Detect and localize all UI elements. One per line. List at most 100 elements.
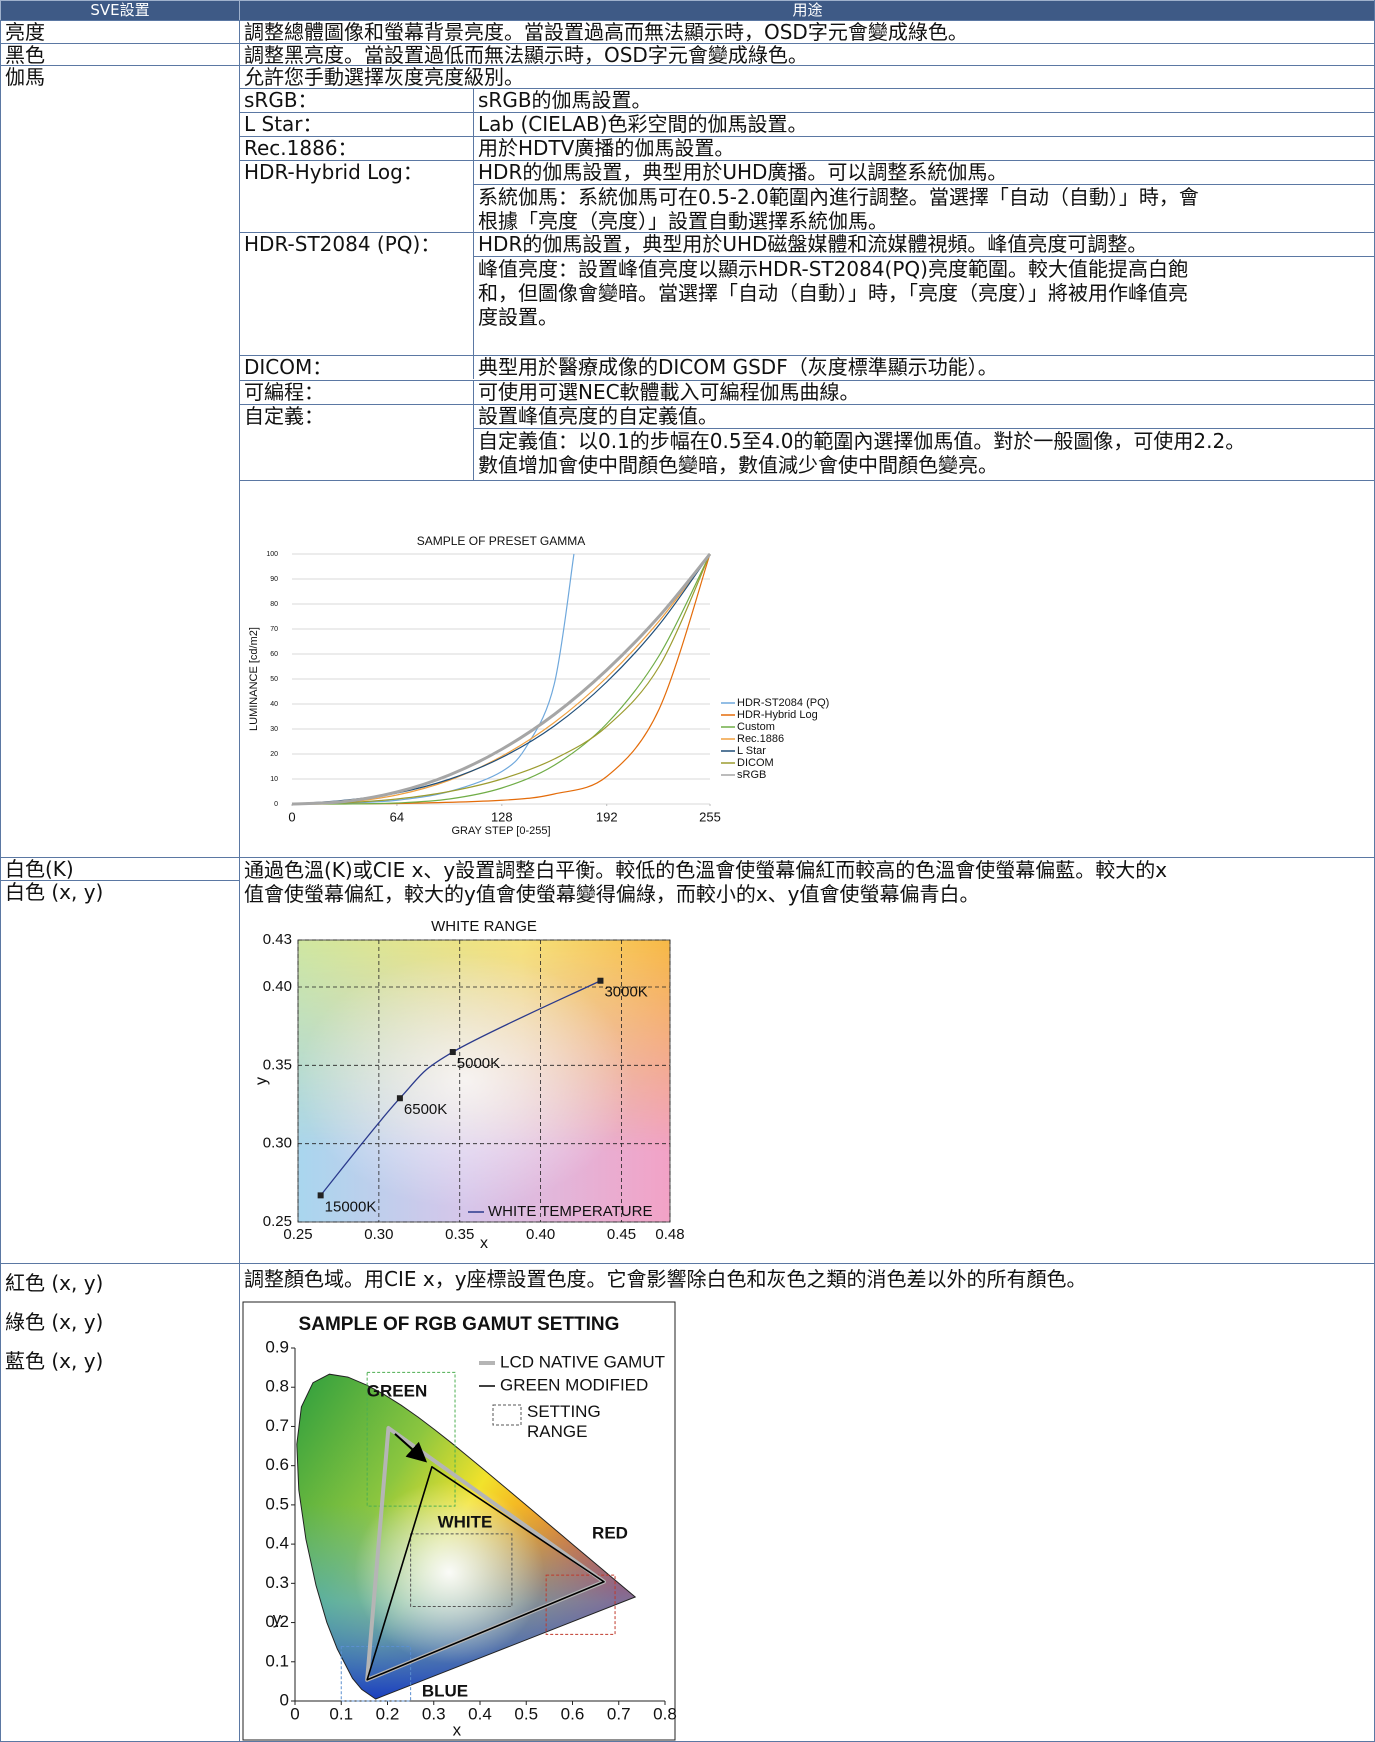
legend-label: HDR-Hybrid Log xyxy=(737,709,818,721)
legend-label: WHITE TEMPERATURE xyxy=(488,1203,652,1220)
chart-cell xyxy=(239,480,1374,857)
spectral-locus xyxy=(296,1373,637,1700)
chart-title: SAMPLE OF RGB GAMUT SETTING xyxy=(299,1314,620,1335)
series-line xyxy=(320,980,601,1196)
item-text: HDR的伽馬設置，典型用於UHD磁盤媒體和流媒體視頻。峰值亮度可調整。 xyxy=(473,232,1374,256)
note-line: 自定義值：以0.1的步幅在0.5至4.0的範圍內選擇伽馬值。對於一般圖像，可使用… xyxy=(478,429,1246,453)
region-label: RED xyxy=(592,1523,628,1542)
y-tick-label: 10 xyxy=(270,776,278,783)
y-tick-label: 70 xyxy=(270,626,278,633)
y-tick-label: 0.9 xyxy=(265,1337,289,1356)
x-tick-label: 0.25 xyxy=(283,1226,312,1243)
y-tick-label: 100 xyxy=(266,551,278,558)
x-tick-label: 64 xyxy=(390,809,404,824)
item-label: HDR-Hybrid Log： xyxy=(239,160,473,232)
point xyxy=(396,1095,403,1102)
legend-label-box: SETTING RANGE xyxy=(527,1402,601,1441)
row-name: 綠色 (x, y) xyxy=(5,1310,104,1334)
x-tick-label: 0.3 xyxy=(422,1704,446,1723)
y-tick-label: 40 xyxy=(270,701,278,708)
legend-label: L Star xyxy=(737,745,766,757)
y-tick-label: 0.43 xyxy=(263,931,292,948)
y-tick-label: 80 xyxy=(270,601,278,608)
x-tick-label: 128 xyxy=(491,809,513,824)
y-tick-label: 0.5 xyxy=(265,1494,289,1513)
x-tick-label: 0.5 xyxy=(514,1704,538,1723)
series-line xyxy=(291,553,712,806)
point xyxy=(597,977,604,984)
x-tick-label: 0 xyxy=(288,809,295,824)
x-tick-label: 0.30 xyxy=(364,1226,393,1243)
row-text: 調整總體圖像和螢幕背景亮度。當設置過高而無法顯示時，OSD字元會變成綠色。 xyxy=(239,20,1374,43)
x-tick-label: 0 xyxy=(290,1704,299,1723)
x-tick-label: 192 xyxy=(596,809,618,824)
y-tick-label: 0.30 xyxy=(263,1135,292,1152)
plot-bg xyxy=(298,940,670,1222)
note-line: 數值增加會使中間顏色變暗，數值減少會使中間顏色變亮。 xyxy=(478,453,998,477)
x-tick-label: 0.6 xyxy=(561,1704,585,1723)
legend-label: Custom xyxy=(737,721,775,733)
legend-label: sRGB xyxy=(737,769,766,781)
row-name: 白色(K) xyxy=(0,857,239,880)
region-label: BLUE xyxy=(422,1681,468,1700)
row-name: 伽馬 xyxy=(0,65,239,857)
item-label: sRGB： xyxy=(239,88,473,112)
row-name: 白色 (x, y) xyxy=(0,880,239,1263)
row-name: 黑色 xyxy=(0,43,239,65)
item-note: 峰值亮度：設置峰值亮度以顯示HDR-ST2084(PQ)亮度範圍。較大值能提高白… xyxy=(473,256,1374,355)
note-line: 和，但圖像會變暗。當選擇「自动（自動）」時，「亮度（亮度）」將被用作峰值亮 xyxy=(478,281,1188,305)
point-label: 15000K xyxy=(325,1198,377,1215)
row-text: 調整黑亮度。當設置過低而無法顯示時，OSD字元會變成綠色。 xyxy=(239,43,1374,65)
y-tick-label: 0.7 xyxy=(265,1416,289,1435)
y-axis-label: y xyxy=(253,1077,270,1085)
point-label: 5000K xyxy=(457,1055,500,1072)
x-tick-label: 0.4 xyxy=(468,1704,492,1723)
item-label: HDR-ST2084 (PQ)： xyxy=(239,232,473,355)
gamut-triangle xyxy=(366,1466,605,1681)
y-tick-label: 0.35 xyxy=(263,1056,292,1073)
chart-title: SAMPLE OF PRESET GAMMA xyxy=(417,534,585,548)
y-tick-label: 90 xyxy=(270,576,278,583)
y-tick-label: 0.4 xyxy=(265,1534,289,1553)
item-text: HDR的伽馬設置，典型用於UHD廣播。可以調整系統伽馬。 xyxy=(473,160,1374,184)
setting-range xyxy=(366,1371,456,1507)
region-label: WHITE xyxy=(438,1512,493,1531)
item-label: DICOM： xyxy=(239,355,473,380)
row-text: 調整顏色域。用CIE x，y座標設置色度。它會影響除白色和灰色之類的消色差以外的… xyxy=(244,1267,1087,1291)
item-text: 設置峰值亮度的自定義值。 xyxy=(473,404,1374,428)
item-text: 可使用可選NEC軟體載入可編程伽馬曲線。 xyxy=(473,380,1374,404)
x-axis-label: x xyxy=(453,1720,462,1739)
item-note: 系統伽馬：系統伽馬可在0.5-2.0範圍內進行調整。當選擇「自动（自動）」時，會… xyxy=(473,184,1374,232)
note-line: 度設置。 xyxy=(478,305,558,329)
x-tick-label: 0.2 xyxy=(376,1704,400,1723)
row-text-cell: 通過色溫(K)或CIE x、y設置調整白平衡。較低的色溫會使螢幕偏紅而較高的色溫… xyxy=(239,857,1374,1263)
y-tick-label: 60 xyxy=(270,651,278,658)
y-tick-label: 0.3 xyxy=(265,1573,289,1592)
x-tick-label: 0.45 xyxy=(607,1226,636,1243)
item-text: 用於HDTV廣播的伽馬設置。 xyxy=(473,136,1374,160)
legend-swatch xyxy=(492,1404,522,1426)
header-cell: 用途 xyxy=(239,0,1374,20)
y-tick-label: 0 xyxy=(280,1690,289,1709)
point xyxy=(317,1192,324,1199)
x-axis-label: x xyxy=(480,1235,488,1252)
y-tick-label: 0.8 xyxy=(265,1377,289,1396)
row-name: 紅色 (x, y) xyxy=(5,1271,104,1295)
row-name: 藍色 (x, y) xyxy=(5,1349,104,1373)
note-line: 峰值亮度：設置峰值亮度以顯示HDR-ST2084(PQ)亮度範圍。較大值能提高白… xyxy=(478,257,1188,281)
item-label: 可編程： xyxy=(239,380,473,404)
point-label: 6500K xyxy=(404,1101,447,1118)
note-line: 系統伽馬：系統伽馬可在0.5-2.0範圍內進行調整。當選擇「自动（自動）」時，會 xyxy=(478,185,1199,209)
legend-label: LCD NATIVE GAMUT xyxy=(500,1352,665,1371)
y-tick-label: 30 xyxy=(270,726,278,733)
point xyxy=(449,1049,456,1056)
series-line xyxy=(291,553,575,805)
x-tick-label: 0.35 xyxy=(445,1226,474,1243)
y-axis-label: y xyxy=(273,1609,282,1628)
arrow xyxy=(394,1433,428,1463)
chart-title: WHITE RANGE xyxy=(431,918,537,935)
item-label: L Star： xyxy=(239,112,473,136)
x-tick-label: 0.8 xyxy=(653,1704,677,1723)
